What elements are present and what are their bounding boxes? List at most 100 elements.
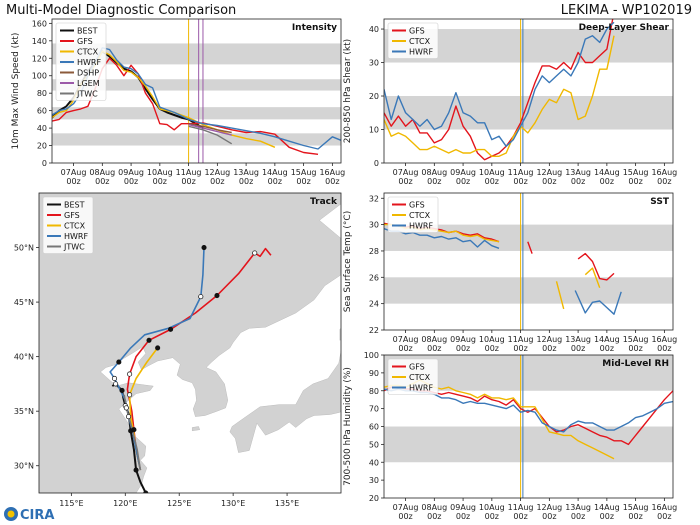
shear-ytick-label: 20	[369, 92, 379, 101]
intensity-band	[52, 43, 341, 65]
cira-logo: CIRA	[4, 507, 54, 523]
shear-xtick-day: 10Aug	[479, 168, 505, 177]
shear-xtick-day: 08Aug	[421, 168, 447, 177]
rh-legend-box	[387, 358, 439, 395]
sst-xtick-day: 13Aug	[565, 335, 591, 344]
rh-xtick-hour: 00z	[398, 512, 412, 521]
sst-plot-area	[384, 193, 673, 330]
sst-xtick-hour: 00z	[571, 344, 585, 353]
sst-panel: 22242628303207Aug00z08Aug00z09Aug00z10Au…	[343, 192, 677, 353]
sst-xtick-hour: 00z	[427, 344, 441, 353]
track-lat-label: 35°N	[14, 407, 34, 416]
rh-ytick-label: 60	[369, 423, 379, 432]
intensity-xtick-day: 08Aug	[89, 168, 115, 177]
shear-xtick-hour: 00z	[485, 177, 499, 186]
track-legend-label-gfs: GFS	[64, 211, 80, 220]
rh-xtick-hour: 00z	[513, 512, 527, 521]
intensity-xtick-day: 07Aug	[61, 168, 87, 177]
shear-xtick-day: 07Aug	[393, 168, 419, 177]
track-point-gfs	[168, 326, 174, 332]
shear-legend-box	[387, 22, 439, 59]
track-lon-label: 135°E	[275, 499, 299, 508]
sst-ytick-label: 28	[369, 247, 379, 256]
track-lon-label: 120°E	[113, 499, 137, 508]
intensity-xtick-hour: 00z	[95, 177, 109, 186]
intensity-ytick-label: 0	[42, 159, 47, 168]
intensity-legend-label-dshp: DSHP	[77, 69, 99, 78]
intensity-xtick-hour: 00z	[239, 177, 253, 186]
sst-legend-label-hwrf: HWRF	[409, 222, 433, 231]
sst-xtick-hour: 00z	[657, 344, 671, 353]
rh-ytick-label: 90	[369, 369, 379, 378]
intensity-xtick-hour: 00z	[268, 177, 282, 186]
sst-ytick-label: 24	[369, 300, 379, 309]
sst-ytick-label: 26	[369, 273, 379, 282]
shear-legend-label-hwrf: HWRF	[409, 48, 433, 57]
rh-band	[384, 426, 673, 463]
track-point-jtwc	[123, 405, 129, 411]
sst-xtick-day: 07Aug	[393, 335, 419, 344]
intensity-series-dshp	[188, 123, 232, 134]
sst-legend-label-ctcx: CTCX	[409, 211, 431, 220]
rh-ytick-label: 30	[369, 476, 379, 485]
sst-panel-title: SST	[650, 197, 670, 207]
rh-xtick-hour: 00z	[657, 512, 671, 521]
track-point-gfs	[127, 371, 133, 377]
sst-y-axis-label: Sea Surface Temp (°C)	[343, 211, 353, 312]
sst-xtick-day: 08Aug	[421, 335, 447, 344]
track-panel-title: Track	[310, 197, 338, 207]
intensity-legend-label-best: BEST	[77, 27, 98, 36]
intensity-panel: 02040608010012014016007Aug00z08Aug00z09A…	[11, 18, 345, 186]
intensity-xtick-day: 13Aug	[233, 168, 259, 177]
shear-ytick-label: 40	[369, 25, 379, 34]
rh-xtick-day: 09Aug	[450, 503, 476, 512]
track-point-ctcx	[127, 392, 133, 398]
track-lon-label: 130°E	[221, 499, 245, 508]
rh-xtick-day: 16Aug	[651, 503, 677, 512]
shear-ytick-label: 30	[369, 59, 379, 68]
rh-panel: 203040506070809010007Aug00z08Aug00z09Aug…	[343, 351, 677, 521]
shear-series-hwrf	[384, 21, 615, 147]
rh-xtick-day: 13Aug	[565, 503, 591, 512]
shear-series-gfs	[384, 19, 614, 161]
track-point-gfs	[146, 337, 152, 343]
intensity-xtick-day: 12Aug	[204, 168, 230, 177]
intensity-series-lgem	[188, 123, 232, 136]
sst-legend-label-gfs: GFS	[409, 201, 425, 210]
shear-y-axis-label: 200-850 hPa Shear (kt)	[343, 39, 353, 143]
shear-ytick-label: 0	[374, 159, 379, 168]
sst-xtick-day: 10Aug	[479, 335, 505, 344]
shear-xtick-hour: 00z	[600, 177, 614, 186]
rh-plot-area	[384, 355, 673, 498]
track-lon-label: 115°E	[59, 499, 83, 508]
intensity-legend-label-jtwc: JTWC	[76, 90, 98, 99]
intensity-frame	[51, 18, 342, 164]
rh-ytick-label: 70	[369, 405, 379, 414]
shear-xtick-hour: 00z	[456, 177, 470, 186]
sst-ytick-label: 22	[369, 326, 379, 335]
track-panel: 115°E 120°E 125°E 130°E 135°E 30°N 35°N 40°N 45°…	[14, 192, 342, 508]
sst-xtick-day: 15Aug	[623, 335, 649, 344]
cira-logo-sun-icon	[7, 510, 15, 518]
track-frame	[38, 192, 342, 494]
track-point-best	[133, 467, 139, 473]
shear-xtick-hour: 00z	[398, 177, 412, 186]
rh-ytick-label: 100	[364, 351, 379, 360]
track-point-gfs	[214, 292, 220, 299]
intensity-plot-area	[52, 19, 341, 163]
rh-xtick-hour: 00z	[427, 512, 441, 521]
shear-xtick-day: 09Aug	[450, 168, 476, 177]
shear-xtick-day: 13Aug	[565, 168, 591, 177]
intensity-xtick-hour: 00z	[124, 177, 138, 186]
panels-group: 02040608010012014016007Aug00z08Aug00z09A…	[11, 18, 677, 521]
track-lat-label: 30°N	[14, 462, 34, 471]
intensity-band	[52, 79, 341, 91]
intensity-xtick-hour: 00z	[153, 177, 167, 186]
track-legend-label-best: BEST	[64, 201, 85, 210]
intensity-band	[52, 133, 341, 146]
intensity-xtick-hour: 00z	[296, 177, 310, 186]
intensity-ytick-label: 160	[32, 19, 47, 28]
intensity-legend-box	[55, 22, 107, 101]
sst-xtick-day: 16Aug	[651, 335, 677, 344]
